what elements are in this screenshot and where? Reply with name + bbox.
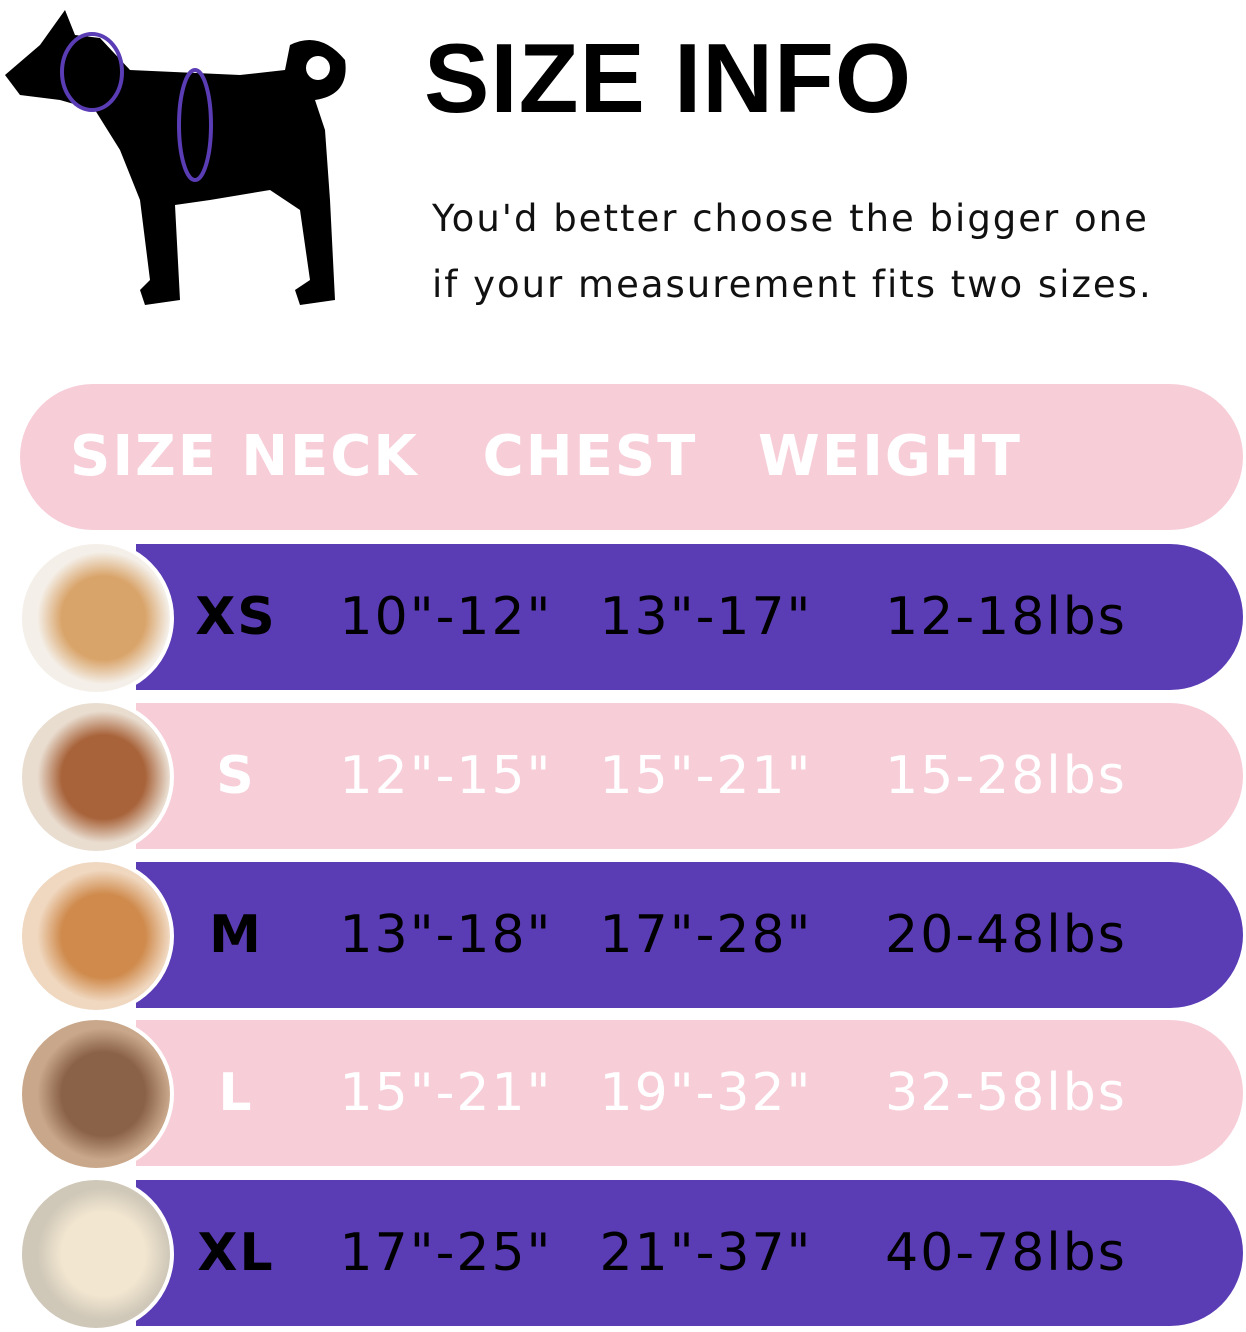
cell-neck: 17"-25" — [339, 1223, 553, 1283]
french-bulldog-photo — [18, 1016, 174, 1172]
shiba-photo — [18, 858, 174, 1014]
table-row: L 15"-21" 19"-32" 32-58lbs — [136, 1020, 1243, 1166]
pomeranian-photo — [18, 540, 174, 696]
table-row: XS 10"-12" 13"-17" 12-18lbs — [136, 544, 1243, 690]
page-title: SIZE INFO — [424, 23, 913, 133]
cell-chest: 19"-32" — [599, 1063, 813, 1123]
labrador-photo — [18, 1176, 174, 1332]
cell-weight: 12-18lbs — [885, 587, 1127, 647]
table-row: S 12"-15" 15"-21" 15-28lbs — [136, 703, 1243, 849]
header-size: SIZE — [70, 424, 219, 489]
cell-weight: 32-58lbs — [885, 1063, 1127, 1123]
cell-size: L — [218, 1063, 254, 1123]
header-neck: NECK — [241, 424, 419, 489]
cell-weight: 15-28lbs — [885, 746, 1127, 806]
table-header: SIZE NECK CHEST WEIGHT — [20, 384, 1243, 530]
cell-weight: 40-78lbs — [885, 1223, 1127, 1283]
cell-size: S — [216, 746, 256, 806]
cell-size: M — [209, 905, 263, 965]
cell-chest: 17"-28" — [599, 905, 813, 965]
table-row: M 13"-18" 17"-28" 20-48lbs — [136, 862, 1243, 1008]
cell-neck: 10"-12" — [339, 587, 553, 647]
cell-chest: 15"-21" — [599, 746, 813, 806]
cell-neck: 15"-21" — [339, 1063, 553, 1123]
chest-measure-icon — [177, 68, 213, 182]
cell-size: XL — [197, 1223, 275, 1283]
cell-size: XS — [195, 587, 277, 647]
poodle-photo — [18, 699, 174, 855]
advice-line-2: if your measurement fits two sizes. — [432, 263, 1153, 306]
size-advice: You'd better choose the bigger one if yo… — [432, 186, 1153, 318]
dog-silhouette-icon — [5, 10, 346, 305]
cell-neck: 13"-18" — [339, 905, 553, 965]
cell-chest: 21"-37" — [599, 1223, 813, 1283]
cell-weight: 20-48lbs — [885, 905, 1127, 965]
cell-chest: 13"-17" — [599, 587, 813, 647]
header-chest: CHEST — [482, 424, 698, 489]
advice-line-1: You'd better choose the bigger one — [432, 197, 1149, 240]
neck-measure-icon — [60, 32, 124, 112]
table-row: XL 17"-25" 21"-37" 40-78lbs — [136, 1180, 1243, 1326]
cell-neck: 12"-15" — [339, 746, 553, 806]
header-weight: WEIGHT — [758, 424, 1022, 489]
